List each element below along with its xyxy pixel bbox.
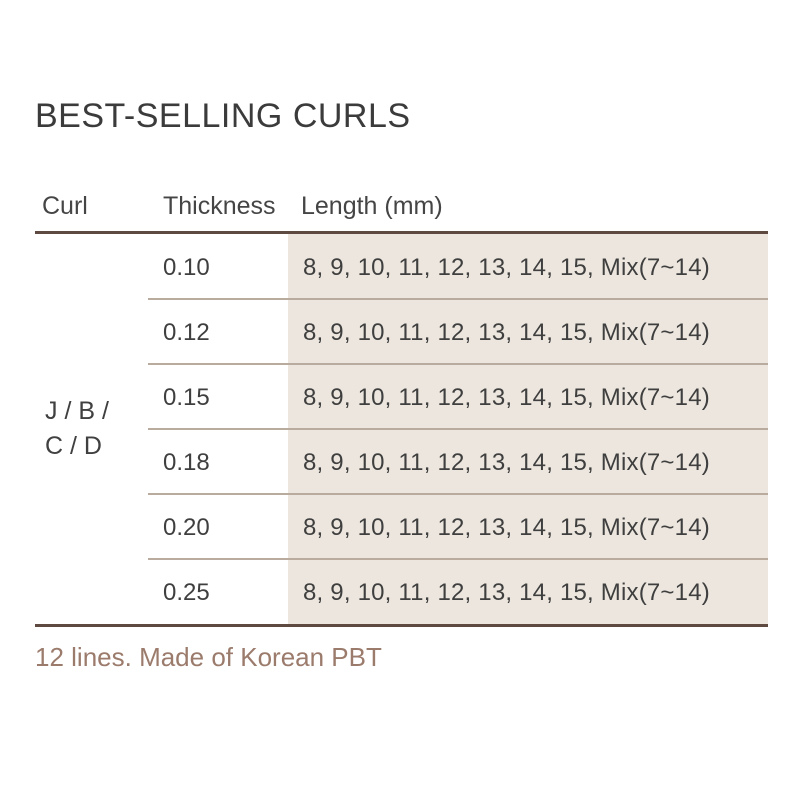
thickness-value: 0.20 — [163, 513, 210, 541]
row-divider — [148, 428, 768, 430]
length-values: 8, 9, 10, 11, 12, 13, 14, 15, Mix(7~14) — [303, 513, 710, 541]
table-row: 0.25 8, 9, 10, 11, 12, 13, 14, 15, Mix(7… — [35, 559, 768, 624]
length-values: 8, 9, 10, 11, 12, 13, 14, 15, Mix(7~14) — [303, 448, 710, 476]
thickness-value: 0.15 — [163, 383, 210, 411]
length-values: 8, 9, 10, 11, 12, 13, 14, 15, Mix(7~14) — [303, 383, 710, 411]
thickness-value: 0.25 — [163, 578, 210, 606]
thickness-value: 0.18 — [163, 448, 210, 476]
row-divider — [148, 298, 768, 300]
table-row: 0.12 8, 9, 10, 11, 12, 13, 14, 15, Mix(7… — [35, 299, 768, 365]
curl-table: 0.10 8, 9, 10, 11, 12, 13, 14, 15, Mix(7… — [35, 231, 768, 627]
footer-note: 12 lines. Made of Korean PBT — [35, 642, 382, 672]
column-header-thickness: Thickness — [163, 192, 276, 220]
column-header-curl: Curl — [42, 192, 88, 220]
curl-group-line1: J / B / — [45, 397, 109, 425]
column-header-length: Length (mm) — [301, 192, 443, 220]
table-row: 0.20 8, 9, 10, 11, 12, 13, 14, 15, Mix(7… — [35, 494, 768, 560]
table-row: 0.18 8, 9, 10, 11, 12, 13, 14, 15, Mix(7… — [35, 429, 768, 495]
length-values: 8, 9, 10, 11, 12, 13, 14, 15, Mix(7~14) — [303, 253, 710, 281]
table-row: 0.10 8, 9, 10, 11, 12, 13, 14, 15, Mix(7… — [35, 234, 768, 300]
row-divider — [148, 558, 768, 560]
page-title: BEST-SELLING CURLS — [35, 97, 411, 135]
length-values: 8, 9, 10, 11, 12, 13, 14, 15, Mix(7~14) — [303, 318, 710, 346]
length-values: 8, 9, 10, 11, 12, 13, 14, 15, Mix(7~14) — [303, 578, 710, 606]
thickness-value: 0.12 — [163, 318, 210, 346]
table-row: 0.15 8, 9, 10, 11, 12, 13, 14, 15, Mix(7… — [35, 364, 768, 430]
thickness-value: 0.10 — [163, 253, 210, 281]
curl-group-label: J / B / C / D — [45, 394, 109, 464]
row-divider — [148, 363, 768, 365]
row-divider — [148, 493, 768, 495]
curl-group-line2: C / D — [45, 432, 102, 460]
